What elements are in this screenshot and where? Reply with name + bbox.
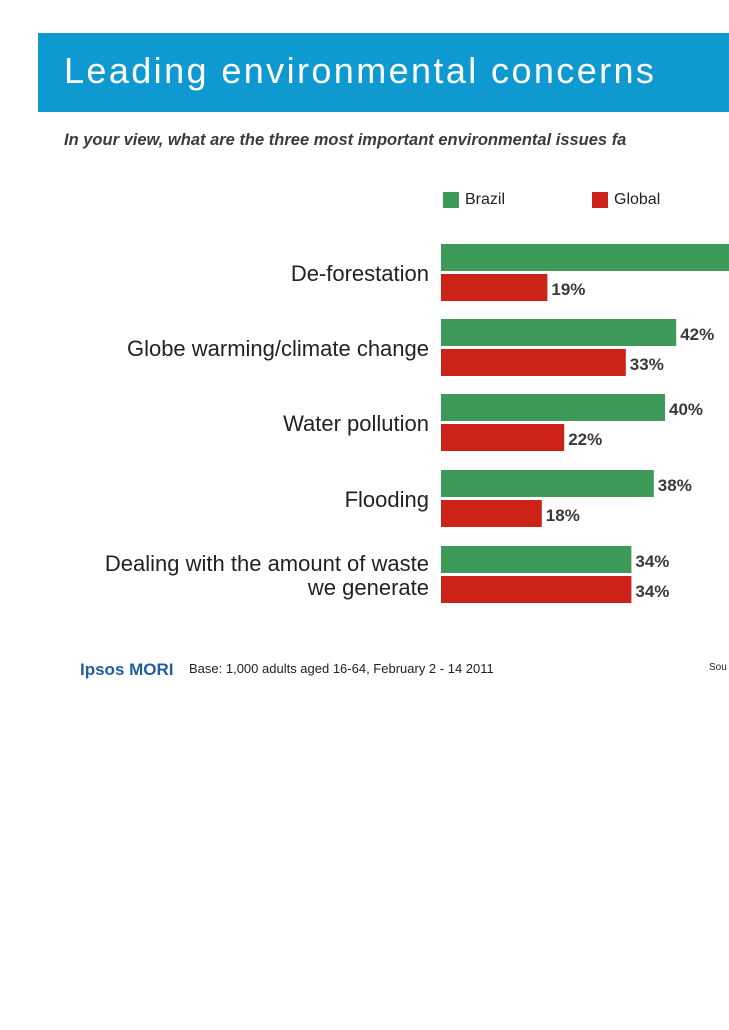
bar-brazil-1: [441, 244, 729, 271]
category-label-4: Flooding: [345, 487, 429, 512]
value-label-brazil-2: 42%: [680, 325, 714, 344]
value-label-global-3: 22%: [568, 430, 602, 449]
bar-brazil-3: [441, 394, 665, 421]
value-label-global-5: 34%: [635, 582, 669, 601]
bar-brazil-5: [441, 546, 632, 573]
legend-label-global: Global: [614, 191, 661, 208]
bar-global-2: [441, 349, 626, 376]
bar-global-5: [441, 576, 632, 603]
ipsos-mori-logo: Ipsos MORI: [80, 660, 174, 679]
category-label-2: Globe warming/climate change: [127, 336, 429, 361]
title-banner: Leading environmental concerns: [38, 33, 729, 112]
bar-global-4: [441, 500, 542, 527]
bar-global-1: [441, 274, 548, 301]
legend-swatch-brazil: [443, 192, 459, 208]
legend-swatch-global: [592, 192, 608, 208]
base-note: Base: 1,000 adults aged 16-64, February …: [189, 661, 494, 676]
category-label-5-line-2: we generate: [307, 575, 429, 600]
bar-brazil-4: [441, 470, 654, 497]
value-label-global-4: 18%: [546, 506, 580, 525]
value-label-global-2: 33%: [630, 355, 664, 374]
category-label-1: De-forestation: [291, 261, 429, 286]
bar-chart: De-forestation 19% Globe warming/climate c…: [105, 244, 729, 603]
page-title: Leading environmental concerns: [64, 50, 657, 91]
bar-global-3: [441, 424, 565, 451]
category-label-5-line-1: Dealing with the amount of waste: [105, 551, 429, 576]
value-label-brazil-4: 38%: [658, 476, 692, 495]
value-label-global-1: 19%: [551, 280, 585, 299]
source-note: Sou: [709, 662, 727, 673]
question-subtitle: In your view, what are the three most im…: [64, 131, 627, 149]
category-label-3: Water pollution: [283, 411, 429, 436]
bar-brazil-2: [441, 319, 677, 346]
value-label-brazil-3: 40%: [669, 400, 703, 419]
value-label-brazil-5: 34%: [635, 552, 669, 571]
legend-label-brazil: Brazil: [465, 191, 506, 208]
